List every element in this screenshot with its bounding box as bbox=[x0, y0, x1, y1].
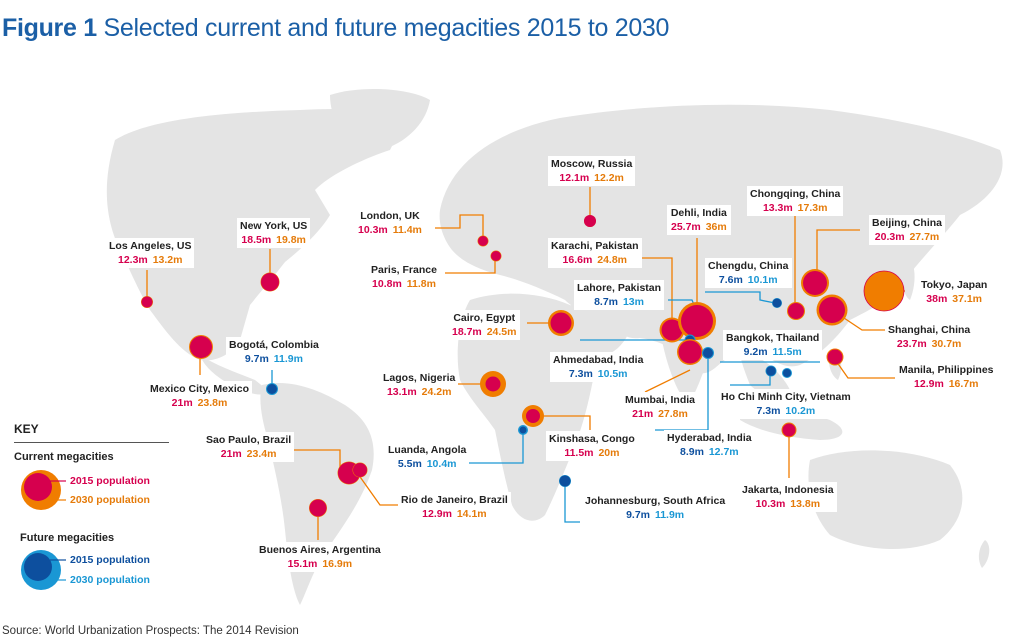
leader-karachi bbox=[640, 257, 673, 330]
circle-kinshasa bbox=[522, 405, 544, 427]
leader-mumbai bbox=[644, 369, 691, 393]
circle-johannesburg bbox=[559, 475, 571, 487]
circle-lagos bbox=[480, 371, 506, 397]
label-delhi: Dehli, India 25.7m 36m bbox=[667, 205, 731, 235]
circle-moscow bbox=[584, 215, 596, 227]
label-kinshasa: Kinshasa, Congo 11.5m 20m bbox=[546, 431, 638, 461]
key-future-title: Future megacities bbox=[20, 532, 115, 544]
label-paris: Paris, France 10.8m 11.8m bbox=[368, 262, 440, 292]
label-hcmc: Ho Chi Minh City, Vietnam 7.3m 10.2m bbox=[718, 389, 854, 419]
label-beijing: Beijing, China 20.3m 27.7m bbox=[869, 215, 946, 245]
circle-beijing bbox=[801, 269, 829, 297]
australia bbox=[808, 450, 963, 550]
key-current-2015-label: 2015 population bbox=[70, 475, 150, 487]
key-future-symbol bbox=[21, 550, 61, 590]
circle-bogota bbox=[266, 383, 278, 395]
label-lahore: Lahore, Pakistan 8.7m 13m bbox=[574, 280, 665, 310]
key-current-symbol bbox=[21, 470, 61, 510]
circle-luanda bbox=[518, 425, 528, 435]
figure-title: Figure 1 Selected current and future meg… bbox=[2, 14, 669, 43]
key-future-2015-label: 2015 population bbox=[70, 554, 150, 566]
label-chongqing: Chongqing, China 13.3m 17.3m bbox=[747, 186, 844, 216]
greenland bbox=[330, 88, 430, 152]
leader-rio bbox=[357, 473, 400, 506]
label-lagos: Lagos, Nigeria 13.1m 24.2m bbox=[380, 370, 459, 400]
uk-islands bbox=[469, 224, 482, 242]
figure-number: Figure 1 bbox=[2, 14, 97, 42]
circle-buenos-aires bbox=[309, 499, 327, 517]
circle-shanghai bbox=[816, 294, 848, 326]
label-cairo: Cairo, Egypt 18.7m 24.5m bbox=[448, 310, 521, 340]
leader-johannesburg bbox=[564, 481, 580, 523]
key-current-2030-label: 2030 population bbox=[70, 494, 150, 506]
circle-los-angeles bbox=[141, 296, 153, 308]
arabia bbox=[570, 300, 630, 357]
source-note: Source: World Urbanization Prospects: Th… bbox=[2, 625, 299, 637]
label-buenos-aires: Buenos Aires, Argentina 15.1m 16.9m bbox=[256, 542, 384, 572]
new-zealand bbox=[978, 540, 990, 568]
circle-mumbai bbox=[677, 339, 703, 365]
label-new-york: New York, US 18.5m 19.8m bbox=[237, 218, 311, 248]
city-circles bbox=[141, 215, 905, 517]
label-mexico-city: Mexico City, Mexico 21m 23.8m bbox=[147, 381, 253, 411]
leader-beijing bbox=[816, 229, 860, 280]
leader-london bbox=[435, 214, 484, 241]
map-key: KEY Current megacities bbox=[14, 422, 174, 463]
label-karachi: Karachi, Pakistan 16.6m 24.8m bbox=[548, 238, 642, 268]
circle-cairo bbox=[548, 310, 574, 336]
label-los-angeles: Los Angeles, US 12.3m 13.2m bbox=[106, 238, 195, 268]
label-luanda: Luanda, Angola 5.5m 10.4m bbox=[385, 442, 470, 472]
circle-delhi bbox=[678, 302, 716, 340]
label-manila: Manila, Philippines 12.9m 16.7m bbox=[896, 362, 997, 392]
label-jakarta: Jakarta, Indonesia 10.3m 13.8m bbox=[739, 482, 837, 512]
circle-bangkok bbox=[765, 365, 777, 377]
label-bangkok: Bangkok, Thailand 9.2m 11.5m bbox=[723, 330, 823, 360]
key-future-2030-label: 2030 population bbox=[70, 574, 150, 586]
leader-manila bbox=[833, 357, 895, 379]
label-rio: Rio de Janeiro, Brazil 12.9m 14.1m bbox=[398, 492, 511, 522]
circle-chongqing bbox=[787, 302, 805, 320]
label-chengdu: Chengdu, China 7.6m 10.1m bbox=[705, 258, 792, 288]
circle-chengdu bbox=[772, 298, 782, 308]
circle-london bbox=[477, 235, 489, 247]
central-america bbox=[200, 355, 270, 395]
label-tokyo: Tokyo, Japan 38m 37.1m bbox=[918, 277, 991, 307]
circle-manila bbox=[826, 348, 844, 366]
circle-rio bbox=[352, 462, 368, 478]
leader-chengdu bbox=[705, 291, 776, 304]
circle-jakarta bbox=[781, 422, 797, 438]
label-bogota: Bogotá, Colombia 9.7m 11.9m bbox=[226, 337, 322, 367]
japan bbox=[902, 255, 915, 300]
label-moscow: Moscow, Russia 12.1m 12.2m bbox=[548, 156, 636, 186]
label-hyderabad: Hyderabad, India 8.9m 12.7m bbox=[664, 430, 755, 460]
circle-mexico-city bbox=[189, 335, 213, 359]
label-mumbai: Mumbai, India 21m 27.8m bbox=[622, 392, 699, 422]
key-symbols bbox=[21, 470, 66, 590]
label-johannesburg: Johannesburg, South Africa 9.7m 11.9m bbox=[582, 493, 729, 523]
figure-title-text: Selected current and future megacities 2… bbox=[103, 14, 670, 42]
leader-paris bbox=[445, 257, 496, 274]
label-shanghai: Shanghai, China 23.7m 30.7m bbox=[885, 322, 974, 352]
leader-kinshasa bbox=[533, 415, 591, 430]
circle-hyderabad bbox=[702, 347, 714, 359]
key-title: KEY bbox=[14, 422, 169, 443]
circle-tokyo bbox=[863, 270, 905, 312]
circle-paris bbox=[490, 250, 502, 262]
label-ahmedabad: Ahmedabad, India 7.3m 10.5m bbox=[550, 352, 647, 382]
label-london: London, UK 10.3m 11.4m bbox=[354, 208, 426, 238]
label-sao-paulo: Sao Paulo, Brazil 21m 23.4m bbox=[203, 432, 295, 462]
circle-hcmc bbox=[782, 368, 792, 378]
key-current-title: Current megacities bbox=[14, 451, 114, 463]
leader-sao-paulo bbox=[292, 449, 341, 470]
circle-new-york bbox=[260, 272, 280, 292]
